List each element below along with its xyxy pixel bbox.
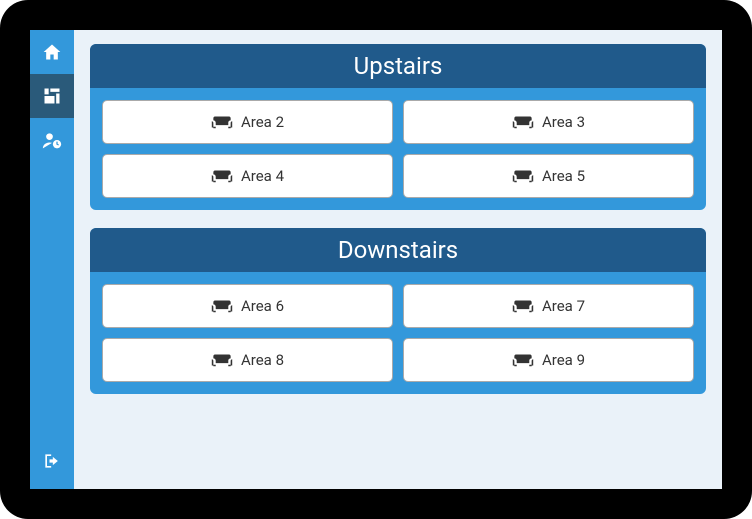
user-clock-icon	[42, 130, 62, 150]
device-frame: Upstairs Area 2 Area 3 Area 4	[0, 0, 752, 519]
screen: Upstairs Area 2 Area 3 Area 4	[30, 30, 722, 489]
content: Upstairs Area 2 Area 3 Area 4	[74, 30, 722, 489]
area-label: Area 3	[542, 113, 585, 131]
area-label: Area 9	[542, 351, 585, 369]
couch-icon	[512, 114, 534, 130]
sidebar-bottom	[30, 439, 74, 489]
couch-icon	[512, 168, 534, 184]
couch-icon	[512, 352, 534, 368]
area-button[interactable]: Area 2	[102, 100, 393, 144]
area-button[interactable]: Area 4	[102, 154, 393, 198]
area-label: Area 8	[241, 351, 284, 369]
nav-user-clock[interactable]	[30, 118, 74, 162]
section-body: Area 6 Area 7 Area 8 Area 9	[90, 272, 706, 394]
area-label: Area 2	[241, 113, 284, 131]
area-button[interactable]: Area 8	[102, 338, 393, 382]
area-label: Area 6	[241, 297, 284, 315]
section-header: Upstairs	[90, 44, 706, 88]
nav-floorplan[interactable]	[30, 74, 74, 118]
area-button[interactable]: Area 6	[102, 284, 393, 328]
sidebar	[30, 30, 74, 489]
couch-icon	[211, 168, 233, 184]
section-downstairs: Downstairs Area 6 Area 7 Area 8	[90, 228, 706, 394]
section-header: Downstairs	[90, 228, 706, 272]
area-button[interactable]: Area 9	[403, 338, 694, 382]
area-label: Area 7	[542, 297, 585, 315]
nav-home[interactable]	[30, 30, 74, 74]
sidebar-top	[30, 30, 74, 162]
section-body: Area 2 Area 3 Area 4 Area 5	[90, 88, 706, 210]
couch-icon	[211, 114, 233, 130]
area-label: Area 5	[542, 167, 585, 185]
couch-icon	[512, 298, 534, 314]
couch-icon	[211, 352, 233, 368]
floorplan-icon	[42, 86, 62, 106]
area-button[interactable]: Area 5	[403, 154, 694, 198]
home-icon	[42, 42, 62, 62]
couch-icon	[211, 298, 233, 314]
section-upstairs: Upstairs Area 2 Area 3 Area 4	[90, 44, 706, 210]
logout-icon	[42, 451, 62, 471]
nav-logout[interactable]	[30, 439, 74, 483]
area-label: Area 4	[241, 167, 284, 185]
area-button[interactable]: Area 3	[403, 100, 694, 144]
area-button[interactable]: Area 7	[403, 284, 694, 328]
